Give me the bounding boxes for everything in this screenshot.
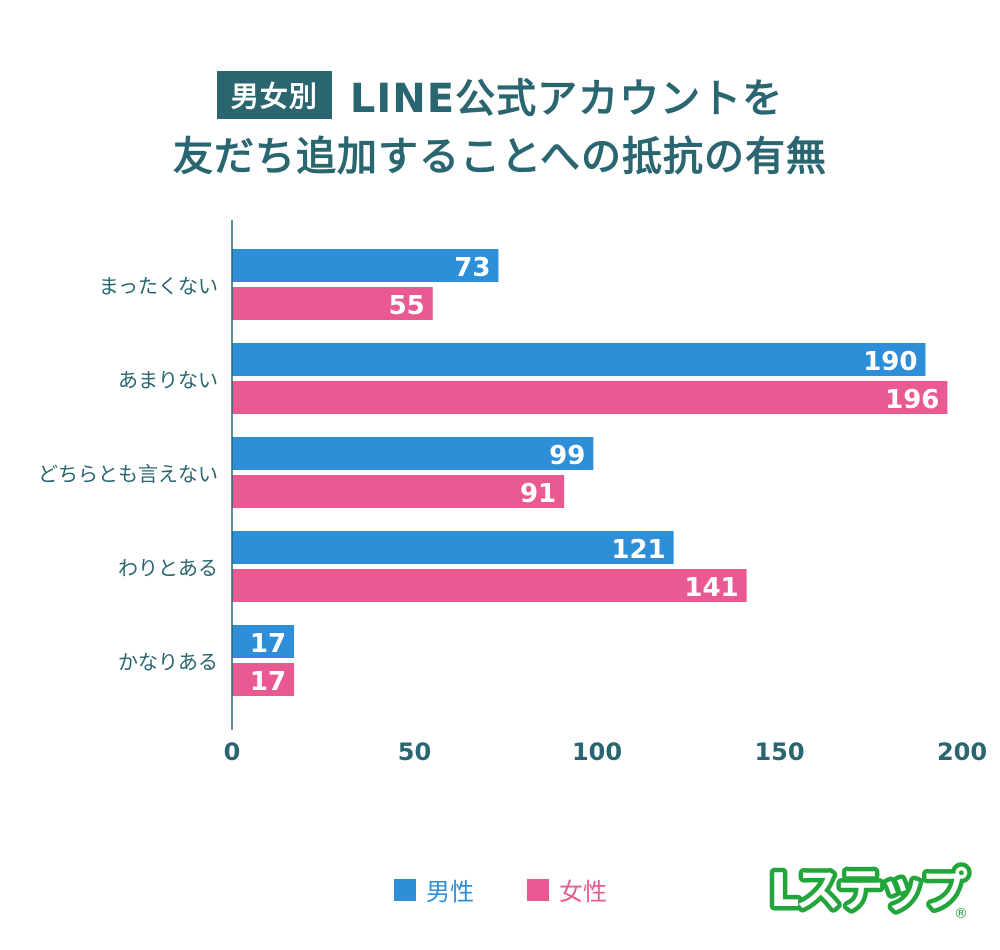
data-label: 17 bbox=[250, 667, 286, 697]
legend-label-female: 女性 bbox=[559, 878, 607, 906]
x-tick-label: 50 bbox=[398, 738, 431, 766]
category-label: かなりある bbox=[118, 650, 218, 674]
bar-male bbox=[232, 343, 926, 376]
bar-female bbox=[232, 287, 433, 320]
data-label: 55 bbox=[389, 291, 425, 321]
data-label: 121 bbox=[611, 535, 665, 565]
lstep-logo: Lステップ ® bbox=[766, 859, 973, 923]
title-text: LINE公式アカウントを bbox=[349, 76, 784, 122]
title-badge: 男女別 bbox=[216, 71, 332, 119]
data-label: 196 bbox=[885, 385, 939, 415]
x-tick-label: 0 bbox=[224, 738, 241, 766]
bar-male bbox=[232, 531, 674, 564]
category-label: あまりない bbox=[118, 368, 218, 392]
chart-title-line1: 男女別 LINE公式アカウントを bbox=[0, 66, 1000, 124]
x-tick-label: 150 bbox=[754, 738, 804, 766]
category-label: わりとある bbox=[118, 556, 218, 580]
legend-label-male: 男性 bbox=[426, 878, 474, 906]
data-label: 17 bbox=[250, 629, 286, 659]
bar-female bbox=[232, 475, 565, 508]
bar-male bbox=[232, 249, 499, 282]
legend-swatch-female bbox=[527, 878, 549, 901]
bar-female bbox=[232, 663, 295, 696]
legend-swatch-male bbox=[394, 878, 416, 901]
data-label: 91 bbox=[520, 479, 556, 509]
data-label: 190 bbox=[863, 347, 917, 377]
category-label: どちらとも言えない bbox=[38, 462, 218, 486]
bar-female bbox=[232, 569, 747, 602]
bar-female bbox=[232, 381, 948, 414]
chart-title-line2: 友だち追加することへの抵抗の有無 bbox=[173, 134, 827, 180]
data-label: 141 bbox=[684, 573, 738, 603]
legend-item-male: 男性 bbox=[394, 872, 474, 907]
svg-text:®: ® bbox=[954, 906, 968, 922]
legend-item-female: 女性 bbox=[527, 872, 607, 907]
svg-text:Lステップ: Lステップ bbox=[770, 863, 967, 917]
bar-male bbox=[232, 625, 295, 658]
category-label: まったくない bbox=[99, 274, 218, 298]
x-tick-label: 200 bbox=[937, 738, 987, 766]
data-label: 99 bbox=[549, 441, 585, 471]
bar-male bbox=[232, 437, 594, 470]
data-label: 73 bbox=[454, 253, 490, 283]
x-tick-label: 100 bbox=[572, 738, 622, 766]
